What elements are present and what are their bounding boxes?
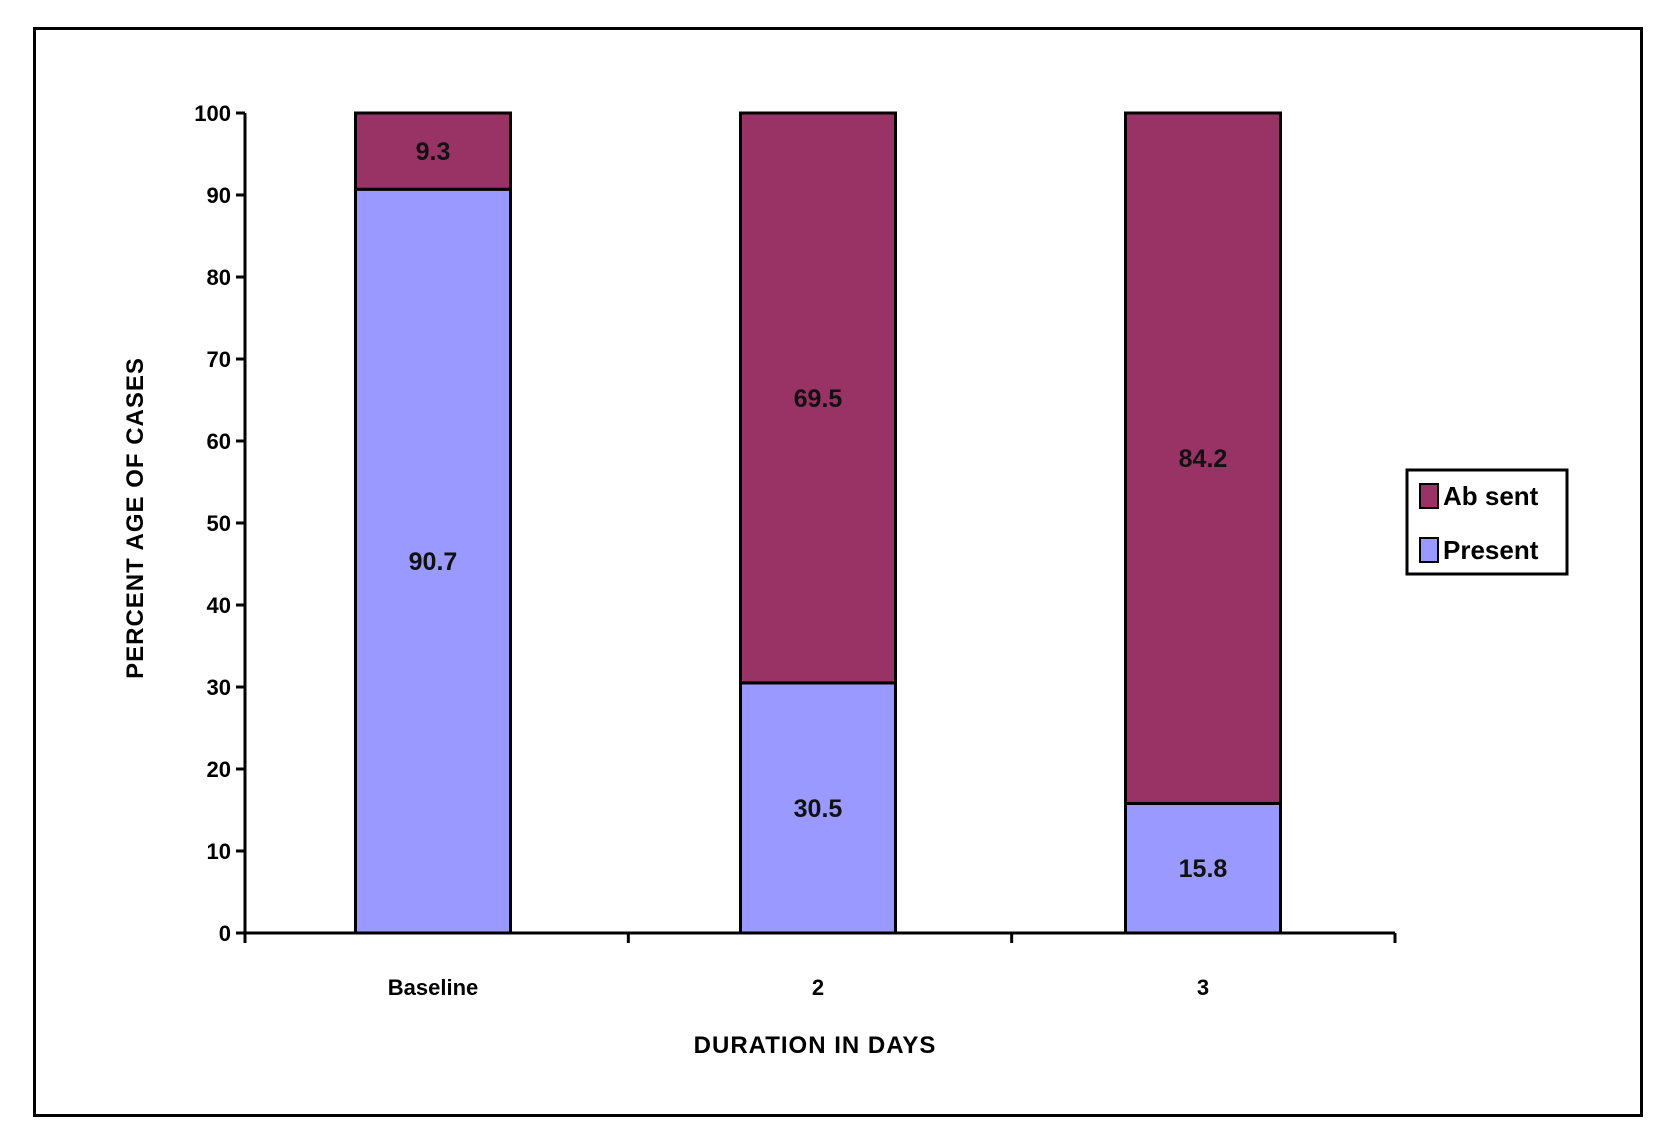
y-tick-label: 30	[207, 675, 231, 700]
y-tick-label: 100	[194, 101, 231, 126]
y-tick-label: 70	[207, 347, 231, 372]
bar-segment-absent	[1124, 111, 1282, 805]
data-label-present: 15.8	[1179, 855, 1228, 883]
y-tick-label: 10	[207, 839, 231, 864]
y-tick-label: 90	[207, 183, 231, 208]
x-tick-label: 3	[1197, 975, 1209, 1000]
y-axis-title: PERCENT AGE OF CASES	[122, 357, 149, 679]
x-tick-label: Baseline	[388, 975, 479, 1000]
x-tick-labels: Baseline 2 3	[388, 975, 1209, 1000]
data-label-present: 90.7	[409, 548, 458, 576]
data-label-present: 30.5	[794, 795, 843, 823]
bar-data-labels: 90.7 9.3 30.5 69.5 15.8 84.2	[409, 138, 1228, 883]
legend-swatch-present	[1419, 537, 1439, 563]
bar-segment-present	[739, 681, 897, 935]
y-tick-labels: 0 10 20 30 40 50 60 70 80 90 100	[194, 101, 231, 946]
legend-label-absent: Ab sent	[1443, 481, 1539, 511]
bar-segment-present	[1124, 801, 1282, 935]
data-label-absent: 69.5	[794, 385, 843, 413]
bar-segment-present	[354, 187, 512, 935]
bar-segment-absent	[354, 111, 512, 191]
y-tick-label: 60	[207, 429, 231, 454]
y-axis	[236, 111, 247, 935]
legend: Ab sent Present	[1405, 468, 1569, 576]
y-tick-label: 50	[207, 511, 231, 536]
x-axis-title: DURATION IN DAYS	[694, 1032, 937, 1059]
bars	[354, 111, 1282, 935]
y-tick-label: 80	[207, 265, 231, 290]
x-tick-label: 2	[812, 975, 824, 1000]
y-tick-label: 40	[207, 593, 231, 618]
bar-segment-absent	[739, 111, 897, 685]
y-tick-label: 20	[207, 757, 231, 782]
data-label-absent: 9.3	[416, 138, 451, 166]
legend-label-present: Present	[1443, 535, 1539, 565]
y-tick-label: 0	[219, 921, 231, 946]
legend-swatch-absent	[1419, 483, 1439, 509]
data-label-absent: 84.2	[1179, 445, 1228, 473]
